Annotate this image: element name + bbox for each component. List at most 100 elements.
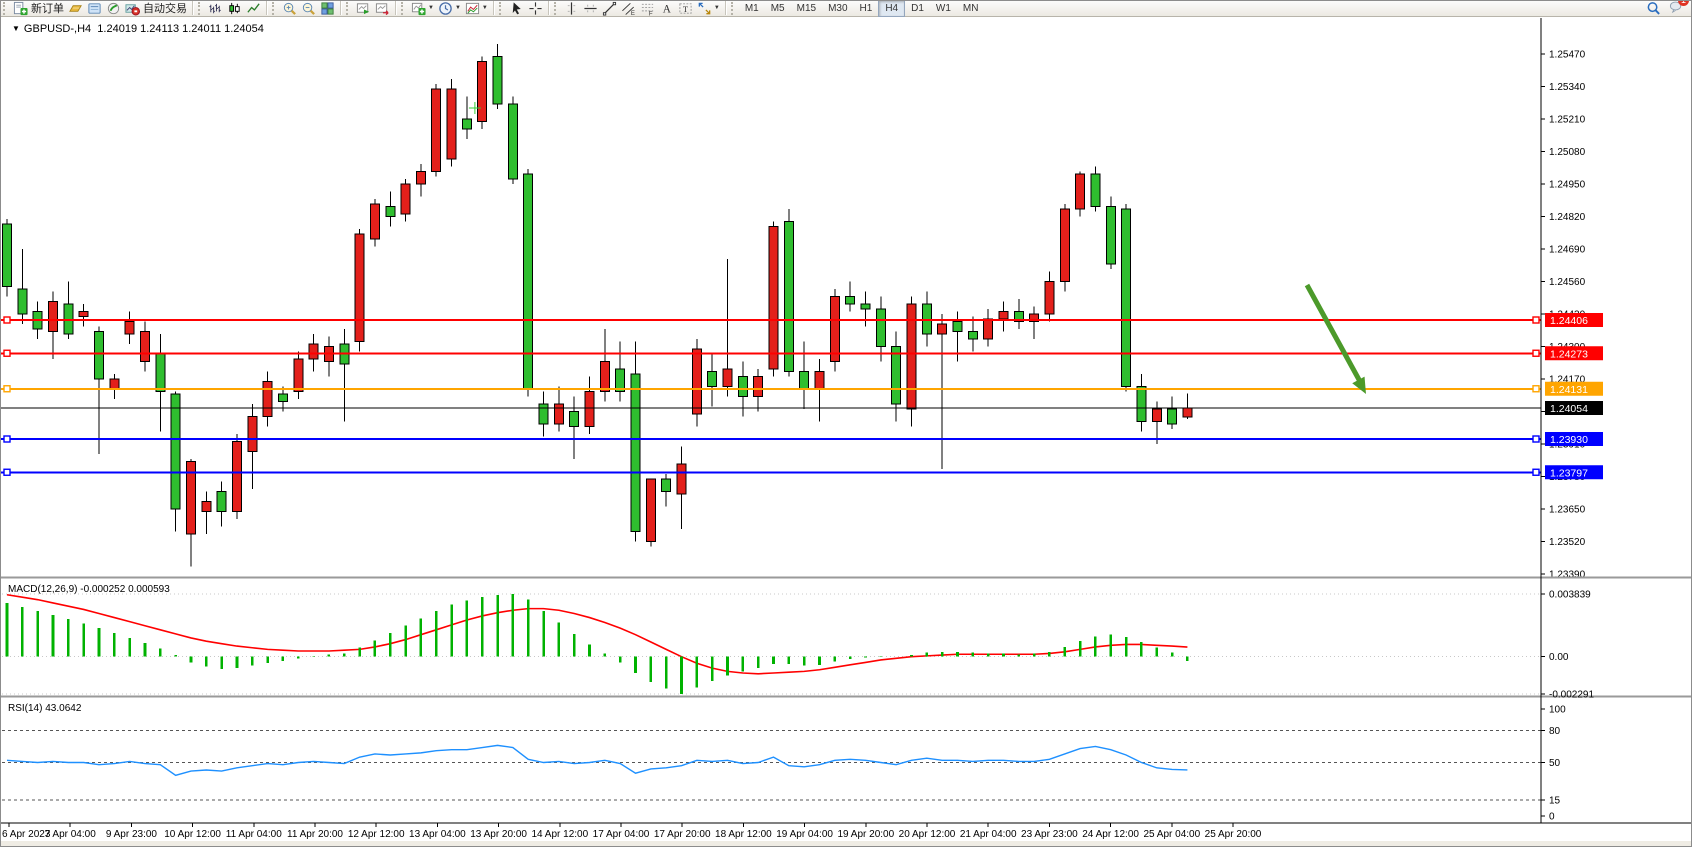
rsi-axis-label: 15 <box>1549 795 1561 806</box>
toolbar: 新订单 自动交易 ▼ ▼ ▼ E F A T ▼ M1 M5 M15 M30 H1 H4 D1 W1 MN 1 <box>0 0 1692 17</box>
time-tick-label: 13 Apr 04:00 <box>409 829 466 840</box>
candle <box>262 371 273 427</box>
toolbar-button-auto-trading[interactable]: 自动交易 <box>123 0 189 16</box>
horizontal-line-object[interactable]: 1.23797 <box>0 465 1603 480</box>
chevron-down-icon[interactable]: ▼ <box>481 5 488 11</box>
toolbar-button-zoom-out[interactable] <box>299 0 318 16</box>
line-handle[interactable] <box>1532 468 1540 476</box>
timeframe-button-w1[interactable]: W1 <box>935 2 951 14</box>
timeframe-button-h4[interactable]: H4 <box>878 0 906 17</box>
toolbar-button-market-watch[interactable] <box>66 0 85 16</box>
toolbar-button-line-chart[interactable] <box>244 0 263 16</box>
candle <box>446 79 457 167</box>
toolbar-button-cursor[interactable] <box>507 0 526 16</box>
timeframe-button-m30[interactable]: M30 <box>828 2 848 14</box>
line-handle[interactable] <box>1532 385 1540 393</box>
toolbar-button-trendline[interactable] <box>600 0 619 16</box>
horizontal-line-object[interactable]: 1.24406 <box>0 313 1603 327</box>
chart-symbol-period: GBPUSD-,H4 <box>23 23 92 35</box>
trend-arrow-annotation[interactable] <box>1304 283 1366 394</box>
toolbar-button-auto-scroll[interactable] <box>354 0 373 16</box>
price-tick-label: 1.25210 <box>1549 115 1586 126</box>
timeframe-button-d1[interactable]: D1 <box>911 2 924 14</box>
toolbar-button-vertical-line[interactable] <box>562 0 581 16</box>
price-line-label <box>1545 346 1603 361</box>
search-button[interactable] <box>1644 0 1663 16</box>
bottom-strip <box>1 841 1691 846</box>
candle <box>1090 166 1101 212</box>
candle <box>1105 196 1116 269</box>
line-handle[interactable] <box>1532 349 1540 357</box>
timeframe-button-m5[interactable]: M5 <box>770 2 785 14</box>
timeframe-button-mn[interactable]: MN <box>962 2 979 14</box>
toolbar-button-navigator[interactable] <box>104 0 123 16</box>
macd-axis-label: -0.002291 <box>1549 690 1594 701</box>
notifications-button[interactable]: 1 <box>1669 0 1689 18</box>
toolbar-button-data-window[interactable] <box>85 0 104 16</box>
toolbar-button-text-label[interactable]: T <box>676 0 695 16</box>
timeframe-button-m1[interactable]: M1 <box>744 2 759 14</box>
candle <box>323 336 334 377</box>
line-handle[interactable] <box>1532 316 1540 324</box>
toolbar-button-zoom-in[interactable] <box>280 0 299 16</box>
toolbar-button-equidistant-channel[interactable]: E <box>619 0 638 16</box>
toolbar-button-bar-chart[interactable] <box>206 0 225 16</box>
candle <box>661 474 672 507</box>
toolbar-button-periods[interactable]: ▼ <box>436 0 463 16</box>
line-handle[interactable] <box>3 385 11 393</box>
chevron-down-icon[interactable]: ▼ <box>713 5 720 11</box>
svg-text:T: T <box>683 3 688 13</box>
line-handle[interactable] <box>3 468 11 476</box>
candle <box>385 191 396 227</box>
toolbar-button-chart-shift[interactable] <box>373 0 392 16</box>
chart-collapse-icon[interactable]: ▼ <box>12 24 20 33</box>
toolbar-button-tile-windows[interactable] <box>318 0 337 16</box>
candle <box>1151 401 1162 444</box>
line-handle[interactable] <box>1532 435 1540 443</box>
toolbar-button-crosshair[interactable] <box>526 0 545 16</box>
rsi-axis-label: 100 <box>1549 705 1566 716</box>
new-order-label: 新订单 <box>31 3 64 15</box>
timeframe-button-m15[interactable]: M15 <box>796 2 817 14</box>
toolbar-button-templates[interactable]: ▼ <box>463 0 490 16</box>
horizontal-line-object[interactable]: 1.23930 <box>0 432 1603 446</box>
candle <box>937 314 948 469</box>
candle <box>569 396 580 459</box>
toolbar-button-new-order[interactable]: 新订单 <box>11 0 66 16</box>
candle <box>431 84 442 177</box>
rsi-axis-label: 0 <box>1549 812 1555 823</box>
toolbar-button-arrows[interactable]: ▼ <box>695 0 722 16</box>
candle <box>584 376 595 434</box>
timeframe-button-h1[interactable]: H1 <box>859 2 873 14</box>
candle <box>906 296 917 427</box>
candle <box>783 209 794 377</box>
fibonacci-icon: F <box>641 3 653 16</box>
time-tick-label: 11 Apr 20:00 <box>287 829 343 840</box>
toolbar-separator <box>192 1 194 15</box>
toolbar-button-indicators[interactable]: ▼ <box>409 0 436 16</box>
toolbar-separator <box>340 1 342 15</box>
candle <box>768 221 779 377</box>
toolbar-button-candlestick-chart[interactable] <box>225 0 244 16</box>
candle <box>1121 204 1132 392</box>
line-handle[interactable] <box>3 349 11 357</box>
chevron-down-icon[interactable]: ▼ <box>428 5 434 11</box>
toolbar-button-text[interactable]: A <box>657 0 676 16</box>
line-handle[interactable] <box>3 435 11 443</box>
candle <box>492 44 503 109</box>
toolbar-grip <box>3 1 8 15</box>
toolbar-grip <box>346 1 351 15</box>
chevron-down-icon[interactable]: ▼ <box>454 5 461 11</box>
horizontal-line-object[interactable]: 1.24131 <box>0 381 1603 396</box>
line-handle[interactable] <box>3 316 11 324</box>
candle <box>247 404 258 489</box>
candle <box>507 96 518 184</box>
candle <box>109 374 120 399</box>
toolbar-button-fibonacci[interactable]: F <box>638 0 657 16</box>
candle <box>860 291 871 327</box>
trendline-icon <box>602 1 616 16</box>
toolbar-button-horizontal-line[interactable] <box>581 0 600 16</box>
horizontal-line-object[interactable]: 1.24273 <box>0 346 1603 361</box>
